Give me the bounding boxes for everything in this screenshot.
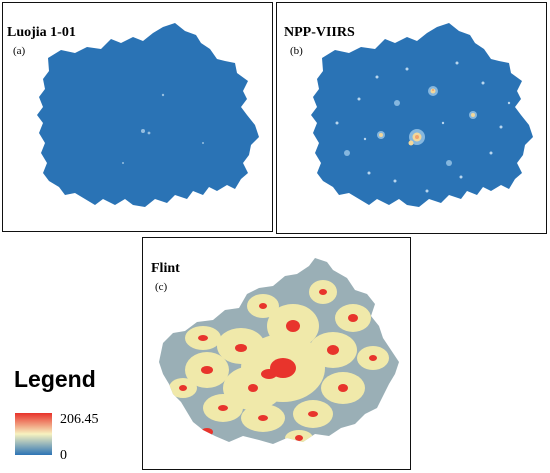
province-shape [37, 23, 259, 207]
panel-label: (a) [13, 45, 26, 57]
legend-title: Legend [14, 366, 96, 392]
map-flint [159, 258, 399, 444]
panel-label: (c) [155, 281, 168, 293]
night-lights [335, 61, 511, 193]
map-panel-luojia: Luojia 1-01 (a) [2, 2, 273, 232]
map-luojia [37, 23, 259, 207]
map-panel-flint: Flint (c) [142, 237, 411, 470]
panel-title: Luojia 1-01 [7, 25, 76, 40]
map-panel-npp-viirs: NPP-VIIRS (b) [276, 2, 547, 234]
legend-min-label: 0 [60, 448, 67, 463]
panel-label: (b) [290, 45, 303, 57]
province-shape [311, 23, 533, 207]
legend-color-ramp [15, 413, 52, 455]
legend-max-label: 206.45 [60, 412, 99, 427]
faint-lights [122, 93, 204, 164]
panel-title: Flint [151, 261, 180, 276]
panel-title: NPP-VIIRS [284, 25, 355, 40]
map-npp-viirs [311, 23, 533, 207]
